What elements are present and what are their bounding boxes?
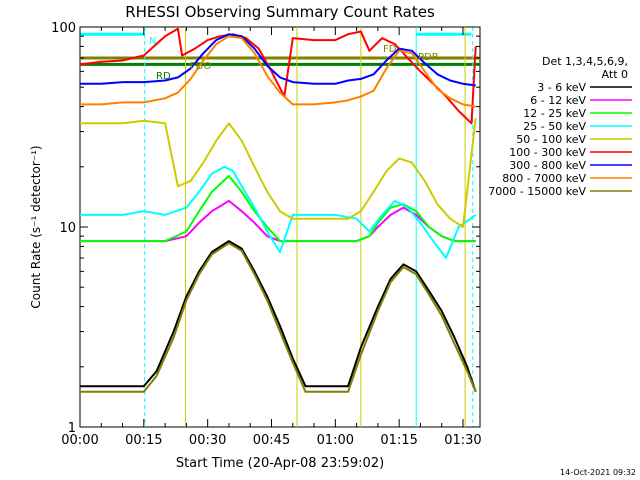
series-layer bbox=[79, 27, 477, 393]
series-line bbox=[80, 35, 476, 108]
x-tick-label: 00:30 bbox=[189, 433, 226, 448]
series-line bbox=[80, 242, 477, 393]
x-axis-label: Start Time (20-Apr-08 23:59:02) bbox=[176, 456, 384, 471]
series-line bbox=[80, 33, 476, 87]
y-tick-label: 1 bbox=[68, 421, 76, 436]
x-tick-label: 00:00 bbox=[61, 433, 98, 448]
annotation-label: N bbox=[149, 36, 156, 47]
x-tick-label: 00:15 bbox=[125, 433, 162, 448]
legend-header-line-2: Att 0 bbox=[602, 68, 628, 81]
footer-date: 14-Oct-2021 09:32 bbox=[560, 468, 636, 477]
annotation-label: FDO bbox=[190, 61, 211, 72]
series-line bbox=[80, 165, 477, 259]
annotation-label: FD bbox=[383, 44, 397, 55]
legend-label: 6 - 12 keV bbox=[530, 94, 586, 107]
legend-label: 3 - 6 keV bbox=[537, 81, 586, 94]
plot-area: N RD FDO FD PDR 00:00 00:15 00:30 00:45 01:00 01:… bbox=[51, 21, 482, 448]
x-tick-label: 00:45 bbox=[253, 433, 290, 448]
y-tick-label: 100 bbox=[51, 21, 76, 36]
annotation-label: PDR bbox=[418, 52, 439, 63]
legend-label: 50 - 100 keV bbox=[516, 133, 586, 146]
series-line bbox=[80, 240, 477, 393]
chart-title: RHESSI Observing Summary Count Rates bbox=[125, 3, 435, 21]
y-tick-label: 10 bbox=[59, 221, 76, 236]
annotation-label: RD bbox=[156, 71, 171, 82]
series-line bbox=[80, 118, 477, 228]
legend-label: 7000 - 15000 keV bbox=[488, 185, 586, 198]
x-tick-label: 01:00 bbox=[317, 433, 354, 448]
legend-label: 800 - 7000 keV bbox=[502, 172, 586, 185]
axis-layer: 00:00 00:15 00:30 00:45 01:00 01:15 01:30 1 10 10… bbox=[51, 21, 482, 448]
x-tick-label: 01:30 bbox=[444, 433, 481, 448]
annotation-layer: N RD FDO FD PDR bbox=[149, 36, 439, 82]
legend-label: 300 - 800 keV bbox=[509, 159, 586, 172]
y-axis-label: Count Rate (s⁻¹ detector⁻¹) bbox=[29, 145, 43, 308]
legend-label: 25 - 50 keV bbox=[523, 120, 586, 133]
series-line bbox=[79, 27, 477, 125]
x-tick-label: 01:15 bbox=[380, 433, 417, 448]
series-line bbox=[80, 174, 476, 243]
legend-label: 100 - 300 keV bbox=[509, 146, 586, 159]
legend-header-line-1: Det 1,3,4,5,6,9, bbox=[542, 55, 628, 68]
legend-label: 12 - 25 keV bbox=[523, 107, 586, 120]
